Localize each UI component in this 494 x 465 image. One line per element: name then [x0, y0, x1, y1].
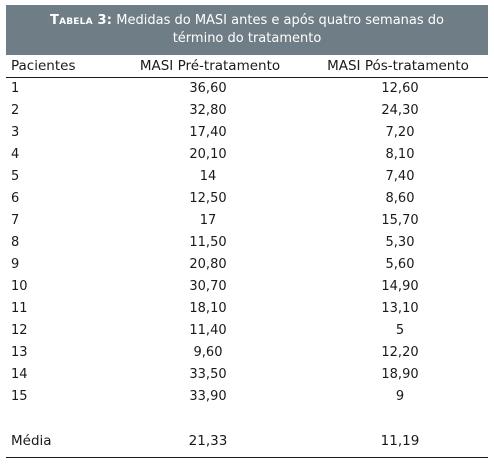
masi-pos-value: 13,10 — [381, 301, 419, 316]
caption-label: Tabela 3: — [50, 13, 113, 28]
table-row: 2 32,80 24,30 — [6, 100, 488, 122]
patient-number: 4 — [11, 147, 20, 162]
masi-pre-value: 33,50 — [189, 367, 227, 382]
table-grid: Pacientes MASI Pré-tratamento MASI Pós-t… — [6, 55, 488, 452]
masi-pre-value: 20,80 — [189, 257, 227, 272]
patient-number: 15 — [11, 389, 28, 404]
table-row: 6 12,50 8,60 — [6, 188, 488, 210]
masi-pos-value: 7,40 — [385, 169, 415, 184]
table-row: 9 20,80 5,60 — [6, 254, 488, 276]
masi-pos-value: 5,60 — [385, 257, 415, 272]
patient-number: 8 — [11, 235, 20, 250]
table-row: 13 9,60 12,20 — [6, 342, 488, 364]
patient-number: 7 — [11, 213, 20, 228]
masi-pos-value: 18,90 — [381, 367, 419, 382]
masi-pos-value: 24,30 — [381, 103, 419, 118]
masi-pre-value: 36,60 — [189, 81, 227, 96]
table-header-row: Pacientes MASI Pré-tratamento MASI Pós-t… — [6, 55, 488, 78]
table-row: 5 14 7,40 — [6, 166, 488, 188]
patient-number: 6 — [11, 191, 20, 206]
patient-number: 11 — [11, 301, 28, 316]
caption-text-block: Tabela 3: Medidas do MASI antes e após q… — [26, 12, 468, 48]
table-row: 7 17 15,70 — [6, 210, 488, 232]
table-row: 12 11,40 5 — [6, 320, 488, 342]
table-row: 10 30,70 14,90 — [6, 276, 488, 298]
table-row: 3 17,40 7,20 — [6, 122, 488, 144]
header-masi-pos: MASI Pós-tratamento — [327, 58, 469, 74]
masi-pre-value: 32,80 — [189, 103, 227, 118]
table-row: 11 18,10 13,10 — [6, 298, 488, 320]
masi-pos-value: 15,70 — [381, 213, 419, 228]
masi-pre-value: 11,50 — [189, 235, 227, 250]
masi-pre-value: 14 — [199, 169, 217, 184]
masi-pos-value: 8,10 — [385, 147, 415, 162]
patient-number: 3 — [11, 125, 20, 140]
masi-pre-value: 17 — [199, 213, 217, 228]
footer-media-pos: 11,19 — [380, 433, 420, 449]
patient-number: 2 — [11, 103, 20, 118]
masi-pos-value: 8,60 — [385, 191, 415, 206]
footer-media-pre: 21,33 — [188, 433, 228, 449]
footer-media-label: Média — [11, 433, 52, 449]
masi-pos-value: 5,30 — [385, 235, 415, 250]
header-pacientes: Pacientes — [11, 58, 76, 74]
masi-pre-value: 12,50 — [189, 191, 227, 206]
bottom-divider — [6, 457, 488, 458]
masi-pre-value: 17,40 — [189, 125, 227, 140]
row-spacer — [6, 408, 488, 430]
table-row: 14 33,50 18,90 — [6, 364, 488, 386]
patient-number: 13 — [11, 345, 28, 360]
masi-pos-value: 7,20 — [385, 125, 415, 140]
masi-table: Tabela 3: Medidas do MASI antes e após q… — [6, 5, 488, 459]
masi-pos-value: 9 — [395, 389, 405, 404]
masi-pos-value: 12,60 — [381, 81, 419, 96]
patient-number: 5 — [11, 169, 20, 184]
masi-pre-value: 18,10 — [189, 301, 227, 316]
header-masi-pre: MASI Pré-tratamento — [139, 58, 281, 74]
masi-pre-value: 20,10 — [189, 147, 227, 162]
caption-title: Medidas do MASI antes e após quatro sema… — [116, 13, 444, 46]
table-row: 8 11,50 5,30 — [6, 232, 488, 254]
table-footer-row: Média 21,33 11,19 — [6, 430, 488, 452]
masi-pos-value: 5 — [395, 323, 405, 338]
patient-number: 14 — [11, 367, 28, 382]
masi-pre-value: 33,90 — [189, 389, 227, 404]
table-caption: Tabela 3: Medidas do MASI antes e após q… — [6, 5, 488, 55]
patient-number: 10 — [11, 279, 28, 294]
masi-pos-value: 14,90 — [381, 279, 419, 294]
masi-pre-value: 11,40 — [189, 323, 227, 338]
table-row: 1 36,60 12,60 — [6, 78, 488, 100]
table-row: 15 33,90 9 — [6, 386, 488, 408]
masi-pos-value: 12,20 — [381, 345, 419, 360]
patient-number: 1 — [11, 81, 20, 96]
patient-number: 12 — [11, 323, 28, 338]
table-row: 4 20,10 8,10 — [6, 144, 488, 166]
masi-pre-value: 30,70 — [189, 279, 227, 294]
masi-pre-value: 9,60 — [193, 345, 223, 360]
patient-number: 9 — [11, 257, 20, 272]
